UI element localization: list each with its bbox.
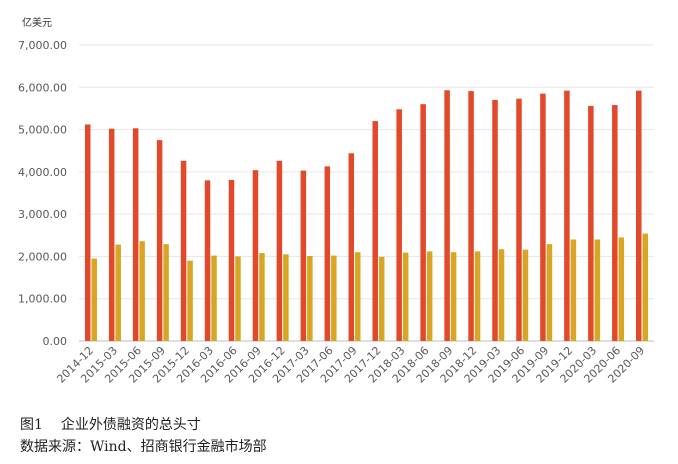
bar-series-1 bbox=[636, 90, 642, 341]
bar-series-2 bbox=[618, 237, 625, 341]
bar-series-2 bbox=[546, 244, 553, 341]
y-tick-label: 0.00 bbox=[43, 335, 68, 348]
bar-series-2 bbox=[211, 255, 217, 341]
bar-series-1 bbox=[348, 153, 355, 341]
bar-series-1 bbox=[84, 124, 91, 341]
bar-series-2 bbox=[474, 251, 481, 341]
bar-series-1 bbox=[492, 99, 498, 341]
bar-series-2 bbox=[450, 252, 457, 341]
bar-series-2 bbox=[115, 244, 121, 341]
bar-series-2 bbox=[187, 260, 193, 341]
bar-series-1 bbox=[564, 90, 570, 341]
figure-title: 企业外债融资的总头寸 bbox=[60, 417, 201, 433]
figure-number: 图1 bbox=[20, 417, 43, 433]
bar-series-2 bbox=[570, 239, 577, 341]
bar-series-2 bbox=[378, 256, 385, 341]
figure-caption: 图1 企业外债融资的总头寸 bbox=[20, 414, 201, 434]
bar-series-1 bbox=[204, 180, 211, 341]
bar-series-1 bbox=[444, 90, 450, 341]
bar-series-2 bbox=[307, 256, 313, 341]
y-tick-label: 3,000.00 bbox=[18, 208, 67, 221]
bar-series-2 bbox=[259, 253, 265, 341]
y-tick-label: 5,000.00 bbox=[18, 124, 67, 137]
bar-series-2 bbox=[522, 249, 529, 341]
bar-series-1 bbox=[588, 105, 594, 342]
bar-series-2 bbox=[594, 239, 601, 341]
bar-series-2 bbox=[642, 233, 649, 341]
bar-series-1 bbox=[180, 160, 187, 341]
y-tick-label: 1,000.00 bbox=[18, 293, 67, 306]
bar-series-2 bbox=[402, 252, 409, 341]
bar-series-1 bbox=[276, 160, 283, 341]
figure-source: 数据来源：Wind、招商银行金融市场部 bbox=[20, 439, 267, 455]
bar-series-2 bbox=[331, 255, 337, 341]
bar-series-2 bbox=[91, 258, 97, 341]
bar-series-1 bbox=[540, 93, 546, 341]
bar-series-1 bbox=[468, 91, 474, 341]
y-axis-unit-label: 亿美元 bbox=[22, 18, 52, 29]
bar-series-1 bbox=[324, 166, 331, 341]
bar-series-1 bbox=[612, 105, 618, 341]
bar-series-1 bbox=[252, 170, 259, 341]
bar-series-1 bbox=[132, 128, 139, 341]
bar-series-1 bbox=[300, 170, 307, 341]
bar-series-2 bbox=[163, 244, 169, 341]
bar-series-2 bbox=[283, 254, 289, 341]
bar-series-1 bbox=[396, 109, 402, 341]
bar-series-2 bbox=[426, 251, 433, 341]
bar-series-1 bbox=[228, 179, 235, 341]
bar-series-2 bbox=[139, 241, 145, 341]
bar-chart: 0.00 1,000.00 2,000.00 3,000.00 4,000.00 5,00… bbox=[18, 39, 654, 386]
y-tick-label: 2,000.00 bbox=[18, 250, 67, 263]
bar-series-1 bbox=[108, 128, 115, 341]
bar-series-1 bbox=[372, 121, 378, 341]
bar-series-1 bbox=[516, 98, 522, 342]
bar-series-1 bbox=[156, 140, 163, 341]
bar-series-2 bbox=[498, 249, 505, 341]
y-tick-label: 6,000.00 bbox=[18, 81, 67, 94]
y-tick-label: 4,000.00 bbox=[18, 166, 67, 179]
y-tick-label: 7,000.00 bbox=[18, 39, 67, 52]
bar-series-2 bbox=[355, 252, 361, 341]
bar-series-2 bbox=[235, 256, 241, 341]
bar-series-1 bbox=[420, 104, 426, 341]
